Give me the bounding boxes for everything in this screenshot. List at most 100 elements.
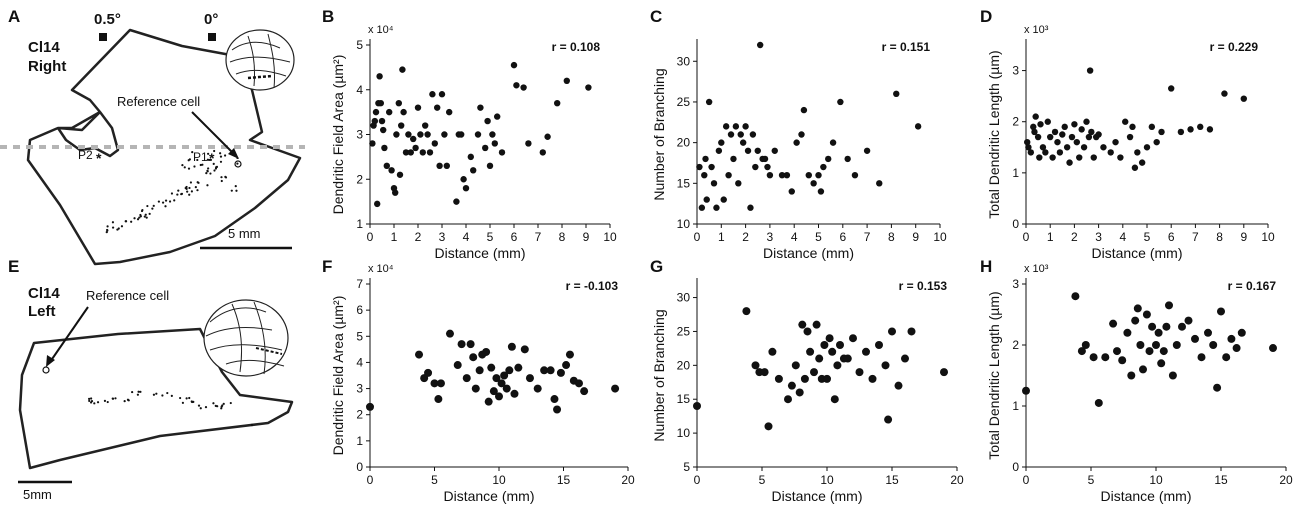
data-point <box>374 200 381 208</box>
y-axis-title: Number of Branching <box>651 309 667 441</box>
data-point <box>751 361 760 370</box>
data-point <box>815 171 822 179</box>
data-point <box>426 149 434 156</box>
y-tick-label: 15 <box>677 392 691 406</box>
data-point <box>795 388 804 397</box>
data-point <box>407 149 414 156</box>
cell-dot <box>209 172 212 175</box>
data-point <box>735 180 742 187</box>
data-point <box>1178 322 1186 331</box>
cell-dot <box>181 164 184 167</box>
cell-dot <box>222 402 225 405</box>
cell-dot <box>181 401 185 404</box>
cell-dot <box>173 199 176 202</box>
y-axis-title: Number of Branching <box>651 68 667 200</box>
x-tick-label: 5 <box>487 230 494 244</box>
data-point <box>378 117 386 125</box>
cell-dot <box>236 156 239 160</box>
data-point <box>1056 149 1064 156</box>
data-point <box>443 162 450 170</box>
y-tick-label: 20 <box>677 136 691 150</box>
cell-dot <box>235 189 238 192</box>
data-point <box>1076 154 1083 161</box>
y-tick-label: 2 <box>356 408 363 422</box>
cell-dot <box>234 185 237 188</box>
data-point <box>1101 353 1110 362</box>
correlation-label: r = 0.167 <box>1228 279 1277 293</box>
cell-dot <box>193 165 196 168</box>
cell-dot <box>180 192 184 195</box>
cell-dot <box>189 181 193 184</box>
data-point <box>446 108 453 116</box>
x-axis-title: Distance (mm) <box>1091 245 1182 261</box>
cell-dot <box>213 149 216 153</box>
cell-dot <box>168 200 172 203</box>
x-tick-label: 0 <box>1023 473 1030 487</box>
data-point <box>764 163 771 171</box>
panel-d-label: D <box>980 7 992 26</box>
y-tick-label: 1 <box>356 434 363 448</box>
correlation-label: r = -0.103 <box>566 279 619 293</box>
reference-cell-arrow-a <box>191 111 236 156</box>
x-tick-label: 4 <box>791 230 798 244</box>
p1-label: P1 <box>193 150 208 164</box>
cell-dot <box>176 193 179 196</box>
data-point <box>498 149 506 156</box>
data-point <box>1025 144 1032 151</box>
y-tick-label: 0 <box>356 460 363 474</box>
data-point <box>1143 144 1151 151</box>
data-point <box>366 402 374 411</box>
data-point <box>774 374 783 383</box>
data-point <box>696 163 703 171</box>
cell-dot <box>96 401 100 404</box>
x-tick-label: 4 <box>1119 230 1126 244</box>
cell-dot <box>127 399 130 402</box>
data-point <box>800 106 808 114</box>
y-tick-label: 25 <box>677 324 691 338</box>
y-tick-label: 6 <box>356 303 363 317</box>
y-tick-label: 5 <box>356 38 363 52</box>
cell-dot <box>212 402 215 405</box>
data-point <box>376 73 383 80</box>
y-tick-label: 0 <box>1012 460 1019 474</box>
data-point <box>1222 353 1231 362</box>
data-point <box>395 99 402 107</box>
data-point <box>458 131 465 138</box>
data-point <box>851 171 859 179</box>
data-point <box>417 131 424 138</box>
cell-dot <box>208 158 211 162</box>
y-tick-label: 7 <box>356 277 363 291</box>
data-point <box>424 368 433 377</box>
reference-cell-arrowhead-a <box>228 148 239 159</box>
data-point <box>768 347 777 356</box>
data-point <box>1221 90 1228 97</box>
cell-dot <box>205 172 208 175</box>
cell-dot <box>187 167 191 170</box>
x-tick-label: 10 <box>603 230 617 244</box>
axis-multiplier: x 10⁴ <box>368 263 394 275</box>
data-point <box>489 387 498 396</box>
y-tick-label: 3 <box>356 128 363 142</box>
cell-dot <box>213 169 216 172</box>
data-point <box>837 98 844 106</box>
data-point <box>810 368 818 377</box>
data-point <box>1112 138 1119 146</box>
data-point <box>1157 359 1166 368</box>
data-point <box>399 66 406 73</box>
cell-dot <box>111 221 115 224</box>
x-axis-title: Distance (mm) <box>443 488 534 504</box>
y-tick-label: 30 <box>677 54 691 68</box>
cell-dot <box>155 392 158 395</box>
data-point <box>1227 334 1236 343</box>
data-point <box>554 99 561 107</box>
y-tick-label: 10 <box>677 426 691 440</box>
panel-b-label: B <box>322 7 334 26</box>
data-point <box>396 171 404 178</box>
data-point <box>1172 341 1181 349</box>
cell-dot <box>106 400 109 404</box>
x-tick-label: 0 <box>694 473 701 487</box>
data-point <box>565 350 574 359</box>
cell-dot <box>204 406 208 409</box>
x-tick-label: 5 <box>431 473 438 487</box>
